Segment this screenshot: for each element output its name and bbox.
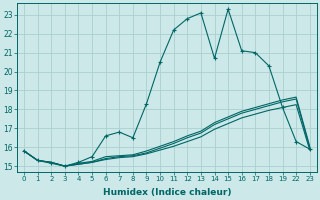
X-axis label: Humidex (Indice chaleur): Humidex (Indice chaleur): [103, 188, 231, 197]
